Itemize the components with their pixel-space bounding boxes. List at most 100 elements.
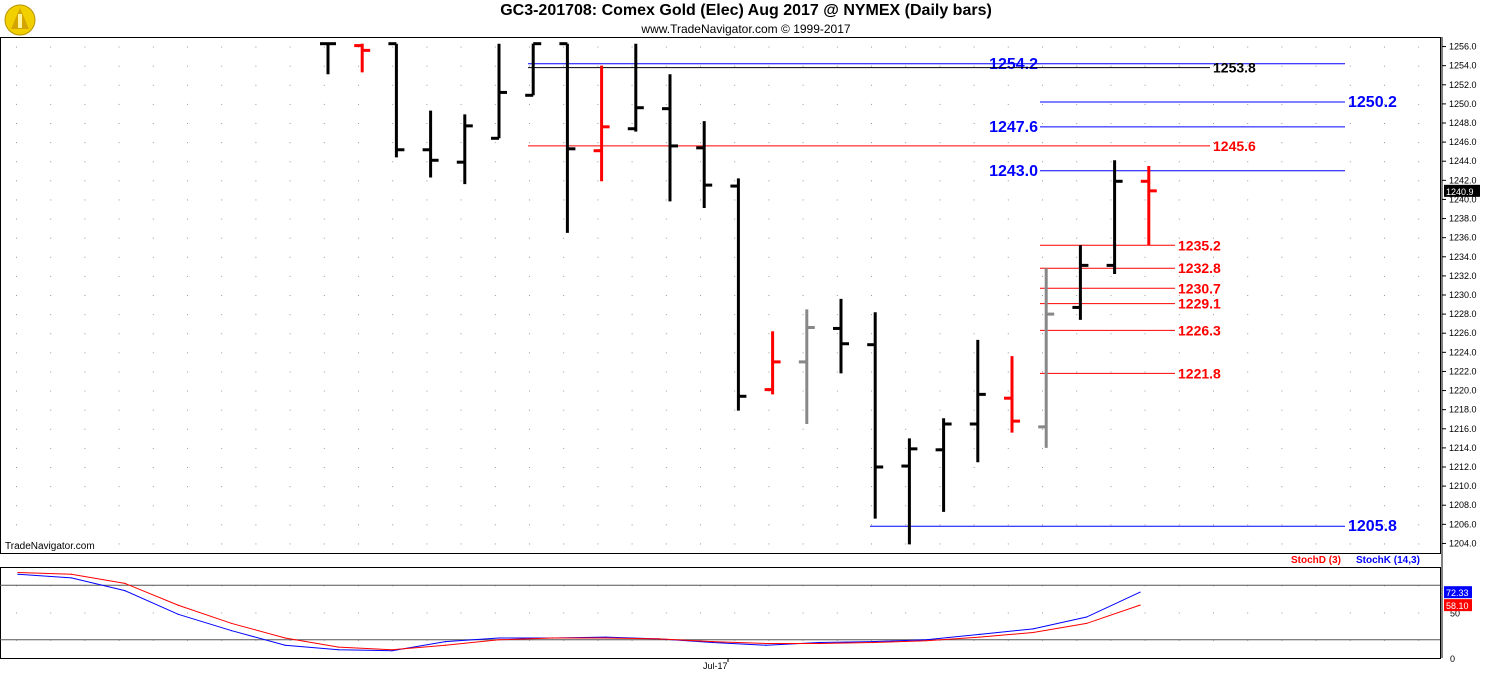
grid-dot: [255, 84, 257, 86]
grid-dot: [84, 428, 86, 430]
grid-dot: [597, 612, 599, 614]
grid-dot: [1007, 486, 1009, 488]
grid-dot: [255, 409, 257, 411]
grid-dot: [358, 390, 359, 392]
grid-dot: [1247, 103, 1249, 105]
grid-dot: [1076, 84, 1078, 86]
stoch-point: [231, 622, 233, 625]
grid-dot: [939, 180, 941, 182]
grid-dot: [221, 123, 223, 124]
grid-dot: [1110, 352, 1112, 354]
grid-dot: [118, 333, 120, 335]
grid-dot: [768, 275, 770, 277]
grid-dot: [939, 161, 941, 163]
grid-dot: [802, 180, 804, 182]
grid-dot: [802, 467, 804, 468]
grid-dot: [973, 409, 975, 411]
grid-dot: [50, 180, 52, 182]
grid-dot: [1418, 103, 1420, 105]
grid-dot: [768, 295, 770, 296]
grid-dot: [1042, 467, 1043, 468]
grid-dot: [768, 543, 770, 545]
grid-dot: [1281, 295, 1283, 296]
grid-dot: [1042, 295, 1043, 296]
grid-dot: [973, 428, 975, 430]
grid-dot: [152, 161, 154, 163]
grid-dot: [358, 314, 359, 316]
grid-dot: [1213, 256, 1214, 258]
grid-dot: [323, 371, 325, 373]
grid-dot: [802, 256, 804, 258]
grid-dot: [1281, 65, 1283, 67]
grid-dot: [1110, 409, 1112, 411]
stoch-point: [925, 640, 927, 642]
grid-dot: [871, 103, 872, 105]
grid-dot: [631, 84, 633, 86]
grid-dot: [358, 409, 359, 411]
grid-dot: [1007, 161, 1009, 163]
grid-dot: [768, 199, 770, 201]
grid-dot: [665, 161, 667, 163]
grid-dot: [392, 256, 394, 258]
legend-stochk: StochK (14,3): [1356, 555, 1420, 566]
grid-dot: [289, 390, 291, 392]
grid-dot: [939, 103, 941, 105]
grid-dot: [426, 103, 428, 105]
stochd-value-box: [1444, 599, 1472, 612]
grid-dot: [1281, 275, 1283, 277]
grid-dot: [871, 142, 872, 144]
grid-dot: [1144, 409, 1146, 411]
grid-dot: [16, 65, 17, 67]
grid-dot: [460, 46, 462, 48]
grid-dot: [1076, 543, 1078, 545]
grid-dot: [1076, 612, 1078, 614]
grid-dot: [734, 352, 736, 354]
grid-dot: [1281, 46, 1283, 48]
grid-dot: [871, 218, 872, 220]
stoch-point: [605, 637, 607, 639]
stoch-point: [925, 639, 927, 641]
level-label: 1235.2: [1178, 237, 1221, 253]
grid-dot: [84, 314, 86, 316]
grid-dot: [460, 237, 462, 239]
grid-dot: [631, 409, 633, 411]
grid-dot: [289, 612, 291, 614]
grid-dot: [118, 390, 120, 392]
grid-dot: [187, 237, 188, 239]
grid-dot: [152, 218, 154, 220]
grid-dot: [802, 295, 804, 296]
grid-dot: [221, 46, 223, 48]
grid-dot: [221, 161, 223, 163]
grid-dot: [1418, 390, 1420, 392]
grid-dot: [1110, 84, 1112, 86]
grid-dot: [358, 218, 359, 220]
grid-dot: [1349, 275, 1351, 277]
grid-dot: [426, 237, 428, 239]
grid-dot: [1349, 46, 1351, 48]
grid-dot: [563, 390, 565, 392]
grid-dot: [1384, 371, 1385, 373]
grid-dot: [563, 612, 565, 614]
grid-dot: [597, 84, 599, 86]
grid-dot: [494, 333, 496, 335]
grid-dot: [1213, 390, 1214, 392]
grid-dot: [973, 65, 975, 67]
grid-dot: [768, 467, 770, 468]
grid-dot: [1315, 467, 1317, 468]
grid-dot: [323, 295, 325, 296]
grid-dot: [84, 65, 86, 67]
grid-dot: [84, 333, 86, 335]
grid-dot: [734, 409, 736, 411]
grid-dot: [460, 390, 462, 392]
grid-dot: [1178, 142, 1180, 144]
grid-dot: [426, 314, 428, 316]
grid-dot: [187, 524, 188, 526]
grid-dot: [1384, 447, 1385, 449]
grid-dot: [563, 371, 565, 373]
grid-dot: [1384, 142, 1385, 144]
grid-dot: [255, 314, 257, 316]
grid-dot: [1213, 275, 1214, 277]
grid-dot: [118, 352, 120, 354]
grid-dot: [118, 447, 120, 449]
grid-dot: [494, 390, 496, 392]
